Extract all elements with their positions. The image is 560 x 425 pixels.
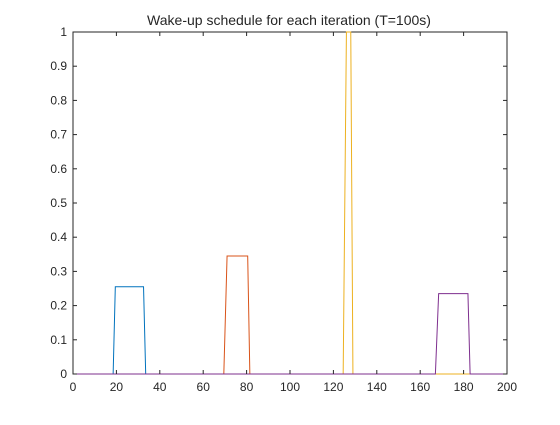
y-tick-label: 0.3 (50, 264, 67, 278)
y-tick-label: 0.9 (50, 59, 67, 73)
x-tick-label: 180 (454, 380, 474, 394)
x-tick-label: 200 (497, 380, 517, 394)
x-tick-label: 20 (110, 380, 124, 394)
x-tick-label: 0 (70, 380, 77, 394)
y-tick-label: 0 (60, 367, 67, 381)
x-tick-label: 140 (367, 380, 387, 394)
chart-title: Wake-up schedule for each iteration (T=1… (147, 12, 431, 28)
y-tick-label: 0.6 (50, 162, 67, 176)
x-tick-label: 60 (197, 380, 211, 394)
y-tick-label: 0.4 (50, 230, 67, 244)
x-tick-label: 40 (153, 380, 167, 394)
y-tick-label: 0.1 (50, 333, 67, 347)
axes-layer: 0 20 40 60 80 100 120 140 160 180 200 0 0.1 0.2 0.3 0.4… (50, 25, 517, 394)
x-tick-label: 80 (240, 380, 254, 394)
series-layer (73, 31, 507, 375)
x-tick-label: 160 (410, 380, 430, 394)
y-tick-label: 0.7 (50, 128, 67, 142)
x-tick-label: 100 (280, 380, 300, 394)
x-tick-label: 120 (323, 380, 343, 394)
plot-box (72, 31, 508, 375)
y-tick-label: 0.5 (50, 196, 67, 210)
y-tick-label: 0.2 (50, 299, 67, 313)
series-line-4 (73, 293, 507, 375)
y-tick-label: 0.8 (50, 93, 67, 107)
y-tick-label: 1 (60, 25, 67, 39)
